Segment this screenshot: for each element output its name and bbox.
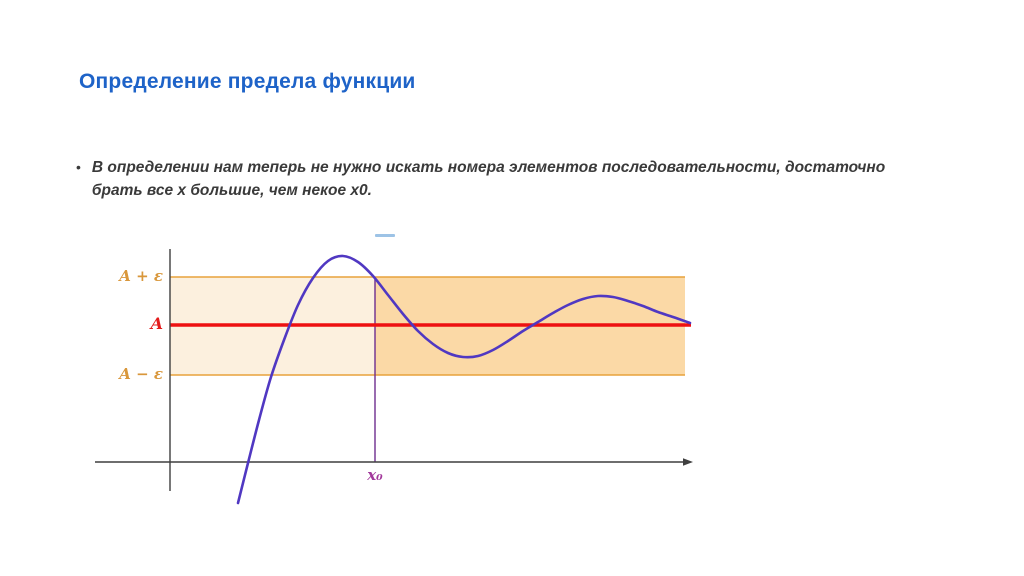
label-a-plus-eps: A + ε xyxy=(119,267,163,285)
label-x0: x₀ xyxy=(367,466,383,484)
divider-dash xyxy=(375,234,395,237)
label-a-minus-eps: A − ε xyxy=(119,365,163,383)
function-curve xyxy=(236,254,692,505)
bullet-item: • В определении нам теперь не нужно иска… xyxy=(76,156,956,202)
x-axis-arrow xyxy=(683,458,693,466)
label-a: A xyxy=(150,314,163,333)
limit-figure-canvas xyxy=(95,249,693,505)
limit-figure: A + ε A A − ε x₀ xyxy=(95,245,700,505)
bullet-text: В определении нам теперь не нужно искать… xyxy=(91,159,886,199)
bullet-marker: • xyxy=(76,159,81,175)
slide-title: Определение предела функции xyxy=(79,70,416,93)
